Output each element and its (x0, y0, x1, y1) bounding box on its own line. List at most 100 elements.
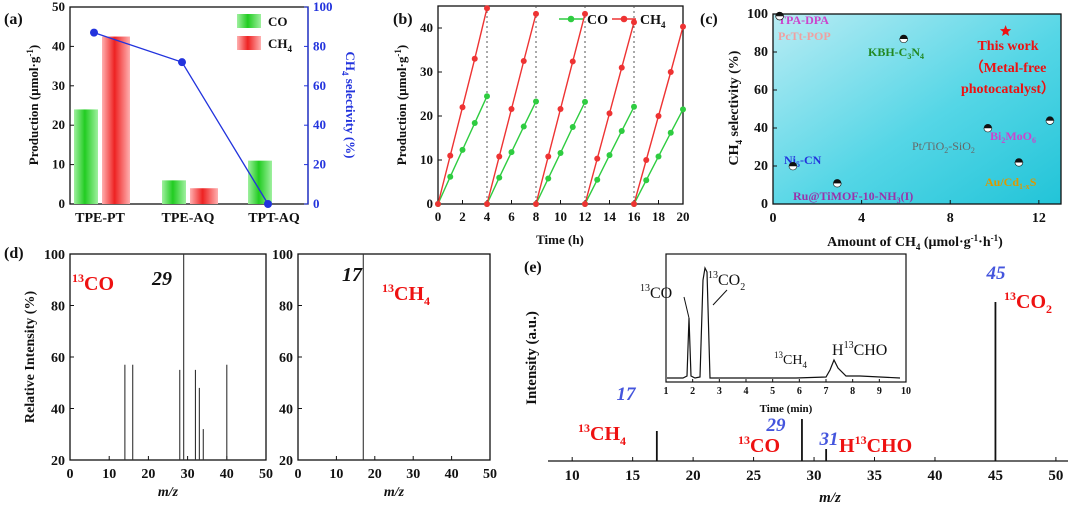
chart-d1-xtick-label: 20 (141, 467, 155, 482)
chart-b-point (594, 155, 601, 162)
chart-b-point (508, 149, 515, 156)
chart-b-point (496, 174, 503, 181)
chart-d2-peak-label: 17 (342, 264, 363, 286)
chart-b-ytick-label: 20 (420, 108, 433, 123)
inset-xtick-label: 6 (797, 386, 802, 397)
this-work-line3: photocatalyst） (961, 81, 1055, 97)
chart-d2-xtick-label: 20 (368, 467, 382, 482)
panel-d-label: (d) (4, 245, 24, 262)
chart-d1-species: 13CO (72, 271, 114, 295)
inset-label-13co2: 13CO2 (708, 270, 745, 293)
chart-d2-ytick-label: 100 (272, 248, 293, 263)
chart-e-xtick-label: 40 (927, 468, 942, 484)
chart-b-xtick-label: 6 (508, 209, 515, 224)
chart-b-point (435, 201, 441, 207)
chart-a-category-label: TPT-AQ (248, 211, 300, 226)
chart-b-point (643, 157, 650, 163)
label-au-cd1-xs: Au/Cd1-xS (985, 175, 1037, 191)
chart-d1-xtick-label: 0 (67, 467, 74, 482)
chart-b-ytick-label: 30 (420, 64, 433, 79)
chart-c-ytick-label: 100 (747, 7, 768, 22)
chart-d1-ytick-label: 40 (51, 403, 65, 418)
chart-c-ytick-label: 0 (761, 197, 768, 212)
chart-e: Intensity (a.u.) m/z 17 13CH4 29 13CO 31… (524, 253, 1068, 506)
chart-b-point (533, 201, 539, 207)
inset-xtick-label: 7 (824, 386, 829, 397)
chart-d1-xtick-label: 40 (220, 467, 234, 482)
chart-c-point (833, 179, 842, 184)
chart-c-point-base (1045, 120, 1055, 125)
inset-xtick-label: 10 (901, 386, 911, 397)
chart-b-point (484, 93, 490, 100)
chart-b-xtick-label: 18 (652, 209, 666, 224)
chart-a-legend: CO CH4 (237, 14, 293, 54)
chart-a-ytick-label: 20 (52, 117, 65, 132)
chart-d1-ylabel: Relative Intensity (%) (23, 291, 38, 424)
panel-c-label: (c) (700, 11, 718, 28)
chart-a-bar-co (162, 180, 186, 204)
chart-c-ytick-label: 20 (754, 159, 768, 174)
chart-a-category-label: TPE-AQ (162, 211, 215, 226)
chart-b-ytick-label: 40 (420, 20, 433, 35)
chart-c-ytick-label: 40 (754, 121, 768, 136)
chart-d1-xtick-label: 30 (181, 467, 195, 482)
chart-b-frame (437, 5, 684, 205)
chart-c-xtick-label: 4 (858, 211, 865, 226)
chart-a-selectivity-point (90, 28, 98, 37)
chart-b-point (533, 10, 539, 17)
chart-e-xtick-label: 10 (565, 468, 580, 484)
peak-29-number: 29 (766, 415, 787, 436)
chart-c-xtick-label: 8 (947, 211, 954, 226)
legend-co-text: CO (587, 13, 608, 28)
inset-xtick-label: 5 (770, 386, 775, 397)
legend-co-swatch (237, 14, 261, 28)
chart-a-y2tick-label: 100 (313, 0, 333, 14)
chart-d2-species: 13CH4 (382, 281, 430, 308)
label-kbh-c3n4: KBH-C3N4 (868, 45, 924, 61)
chart-a-ytick-label: 30 (52, 78, 65, 93)
legend-ch4-text: CH4 (640, 13, 666, 30)
chart-b-point (582, 10, 588, 17)
chart-b-point (680, 106, 686, 113)
chart-d2-ytick-label: 20 (279, 454, 293, 469)
chart-c-point-base (983, 127, 993, 133)
inset-xtick-label: 8 (850, 386, 855, 397)
chart-c-point (1014, 158, 1023, 163)
peak-29-species: 13CO (738, 433, 780, 457)
chart-a-y2tick-label: 0 (313, 196, 320, 211)
chart-b: Production (μmol·g-1) Time (h) CO CH4 (393, 5, 684, 247)
chart-c-point-base (899, 38, 909, 43)
chart-a-bar-co (74, 109, 98, 204)
chart-a-bar-ch4 (190, 188, 218, 204)
chart-e-xtick-label: 35 (867, 468, 882, 484)
chart-e-xtick-label: 50 (1048, 468, 1063, 484)
chart-c-point-base (775, 15, 784, 21)
chart-e-xtick-label: 45 (988, 468, 1003, 484)
chart-b-point (643, 177, 650, 184)
label-bi2moo6: Bi2MoO6 (990, 129, 1036, 145)
chart-a-y2tick-label: 20 (313, 157, 326, 172)
inset-xtick-label: 1 (664, 386, 669, 397)
chart-d2-xlabel: m/z (384, 485, 405, 500)
chart-a-selectivity-point (178, 58, 186, 67)
chart-b-point (545, 153, 552, 160)
inset-xtick-label: 9 (877, 386, 882, 397)
peak-45-number: 45 (986, 263, 1007, 284)
chart-b-point (557, 149, 564, 156)
chart-c-point-base (788, 165, 798, 171)
chart-b-xtick-label: 20 (677, 209, 690, 224)
chart-a-category-label: TPE-PT (75, 211, 125, 226)
chart-b-point (631, 201, 637, 207)
inset-xtick-label: 3 (717, 386, 722, 397)
chart-b-xtick-label: 10 (554, 209, 567, 224)
chart-c-ytick-label: 60 (754, 83, 768, 98)
chart-d2-ytick-label: 60 (279, 351, 293, 366)
chart-d2-xtick-label: 50 (483, 467, 497, 482)
chart-b-point (508, 105, 515, 112)
this-work-star (999, 25, 1012, 36)
chart-e-ylabel: Intensity (a.u.) (524, 311, 540, 405)
chart-a-ytick-label: 40 (52, 38, 65, 53)
chart-d1-xtick-label: 10 (102, 467, 116, 482)
chart-b-ytick-label: 0 (427, 196, 434, 211)
chart-b-point (471, 120, 478, 127)
